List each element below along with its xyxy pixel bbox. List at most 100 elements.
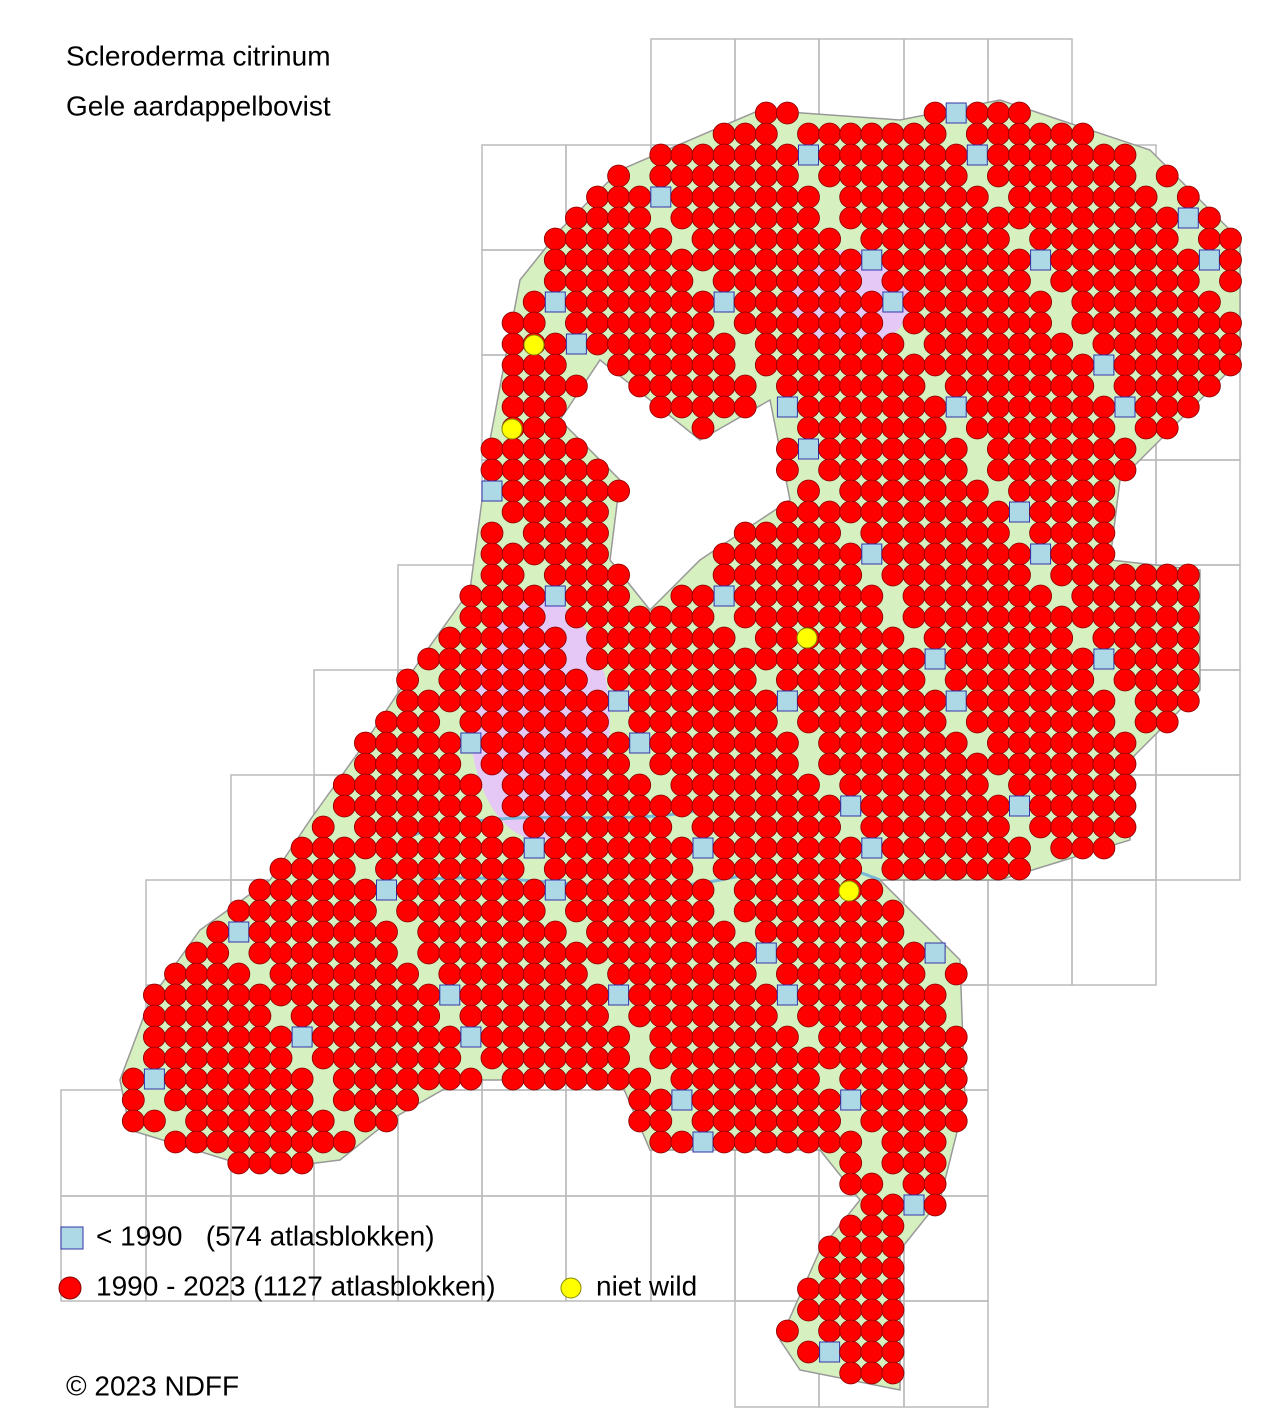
recent-record: [1008, 395, 1031, 419]
recent-record: [1050, 122, 1074, 146]
recent-record: [1050, 353, 1074, 377]
recent-record: [586, 941, 609, 965]
recent-record: [691, 647, 715, 671]
recent-record: [1092, 311, 1116, 335]
recent-record: [1092, 248, 1116, 272]
recent-record: [776, 731, 799, 755]
recent-record: [628, 1004, 652, 1028]
recent-record: [944, 584, 968, 608]
recent-record: [501, 962, 525, 986]
recent-record: [1113, 353, 1137, 377]
recent-record: [185, 1004, 209, 1028]
recent-record: [881, 458, 905, 482]
recent-record: [353, 983, 377, 1007]
recent-record: [860, 668, 884, 692]
recent-record: [965, 794, 989, 818]
recent-record: [290, 1004, 314, 1028]
recent-record: [649, 374, 673, 398]
recent-record: [459, 899, 483, 923]
recent-record: [269, 941, 293, 965]
recent-record: [1008, 185, 1031, 209]
recent-record: [628, 647, 652, 671]
recent-record: [923, 1130, 947, 1154]
recent-record: [733, 836, 757, 860]
recent-record: [522, 458, 546, 482]
recent-record: [353, 899, 377, 923]
recent-record: [480, 710, 504, 734]
recent-record: [818, 437, 841, 461]
recent-record: [1071, 164, 1095, 188]
recent-record: [754, 122, 778, 146]
recent-record: [691, 878, 715, 902]
recent-record: [944, 857, 968, 881]
recent-record: [691, 185, 715, 209]
recent-record: [923, 332, 947, 356]
recent-record: [607, 668, 630, 692]
recent-record: [776, 1088, 799, 1112]
recent-record: [902, 311, 926, 335]
recent-record: [860, 1025, 884, 1049]
recent-record: [712, 752, 736, 776]
recent-record: [881, 248, 905, 272]
recent-record: [164, 1088, 187, 1112]
recent-record: [396, 878, 420, 902]
recent-record: [797, 941, 820, 965]
recent-record: [522, 479, 546, 503]
recent-record: [353, 815, 377, 839]
recent-record: [987, 290, 1010, 314]
legend-label: 1990 - 2023 (1127 atlasblokken): [96, 1270, 496, 1301]
recent-record: [396, 1088, 420, 1112]
recent-record: [881, 836, 905, 860]
old-record: [1030, 543, 1052, 565]
recent-record: [607, 227, 630, 251]
recent-record: [1008, 143, 1031, 167]
old-record: [966, 144, 988, 166]
old-record: [840, 1089, 862, 1111]
recent-record: [1134, 185, 1158, 209]
recent-record: [965, 815, 989, 839]
recent-record: [1113, 458, 1137, 482]
recent-record: [480, 899, 504, 923]
recent-record: [860, 1193, 884, 1217]
recent-record: [1050, 794, 1074, 818]
recent-record: [902, 521, 926, 545]
recent-record: [1050, 752, 1074, 776]
recent-record: [712, 920, 736, 944]
recent-record: [902, 227, 926, 251]
recent-record: [1092, 395, 1116, 419]
recent-record: [818, 374, 841, 398]
recent-record: [565, 857, 588, 881]
recent-record: [206, 1088, 230, 1112]
old-record: [291, 1026, 313, 1048]
recent-record: [1155, 374, 1179, 398]
recent-record: [311, 1025, 335, 1049]
recent-record: [501, 941, 525, 965]
recent-record: [332, 1130, 356, 1154]
recent-record: [1092, 605, 1116, 629]
recent-record: [353, 941, 377, 965]
recent-record: [944, 458, 968, 482]
recent-record: [712, 1088, 736, 1112]
recent-record: [754, 836, 778, 860]
recent-record: [438, 962, 462, 986]
recent-record: [902, 1067, 926, 1091]
recent-record: [1071, 563, 1095, 587]
recent-record: [797, 899, 820, 923]
recent-record: [185, 962, 209, 986]
recent-record: [881, 1046, 905, 1070]
recent-record: [164, 1130, 187, 1154]
recent-record: [670, 668, 694, 692]
recent-record: [818, 500, 841, 524]
recent-record: [438, 941, 462, 965]
recent-record: [670, 983, 694, 1007]
recent-record: [1050, 458, 1074, 482]
recent-record: [1134, 584, 1158, 608]
recent-record: [417, 773, 441, 797]
recent-record: [628, 353, 652, 377]
recent-record: [818, 1277, 841, 1301]
recent-record: [923, 395, 947, 419]
recent-record: [776, 836, 799, 860]
recent-record: [1155, 206, 1179, 230]
recent-record: [818, 122, 841, 146]
recent-record: [1050, 416, 1074, 440]
